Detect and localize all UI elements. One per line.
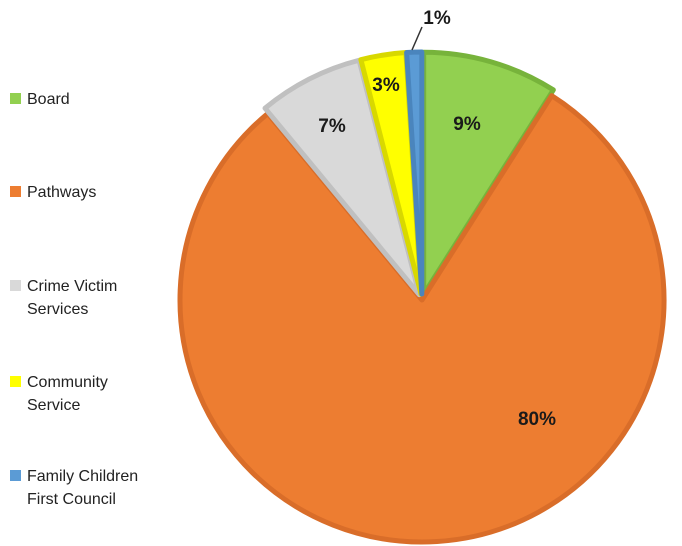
pie-data-labels: 9% 80% 7% 3% 1%	[318, 8, 556, 430]
data-label-board: 9%	[453, 114, 481, 135]
legend-swatch-pathways	[10, 186, 21, 197]
legend-label-board: Board	[27, 91, 70, 108]
legend-label-family-children-first-council: Family Children First Council	[27, 468, 139, 508]
data-label-community-service: 3%	[372, 75, 400, 96]
legend-swatch-crime-victim-services	[10, 280, 21, 291]
data-label-crime-victim-services: 7%	[318, 116, 346, 137]
leader-line-family-children-first-council	[411, 26, 423, 51]
pie-slice-crime-victim-services	[262, 57, 422, 298]
legend-item-pathways: Pathways	[10, 181, 96, 204]
pie-slices	[177, 49, 667, 545]
pie-slice-pathways	[177, 93, 667, 545]
legend-item-family-children-first-council: Family Children First Council	[10, 465, 138, 511]
pie-slice-board	[421, 49, 556, 297]
legend-label-pathways: Pathways	[27, 184, 97, 201]
legend-label-crime-victim-services: Crime Victim Services	[27, 278, 118, 318]
legend-swatch-community-service	[10, 376, 21, 387]
legend-swatch-family-children-first-council	[10, 470, 21, 481]
legend-swatch-board	[10, 93, 21, 104]
pie-slice-family-children-first-council	[404, 49, 425, 297]
data-label-pathways: 80%	[518, 409, 556, 430]
legend-item-board: Board	[10, 88, 70, 111]
legend-item-crime-victim-services: Crime Victim Services	[10, 275, 117, 321]
data-label-family-children-first-council: 1%	[423, 8, 451, 29]
legend-label-community-service: Community Service	[27, 374, 108, 414]
legend-item-community-service: Community Service	[10, 371, 108, 417]
